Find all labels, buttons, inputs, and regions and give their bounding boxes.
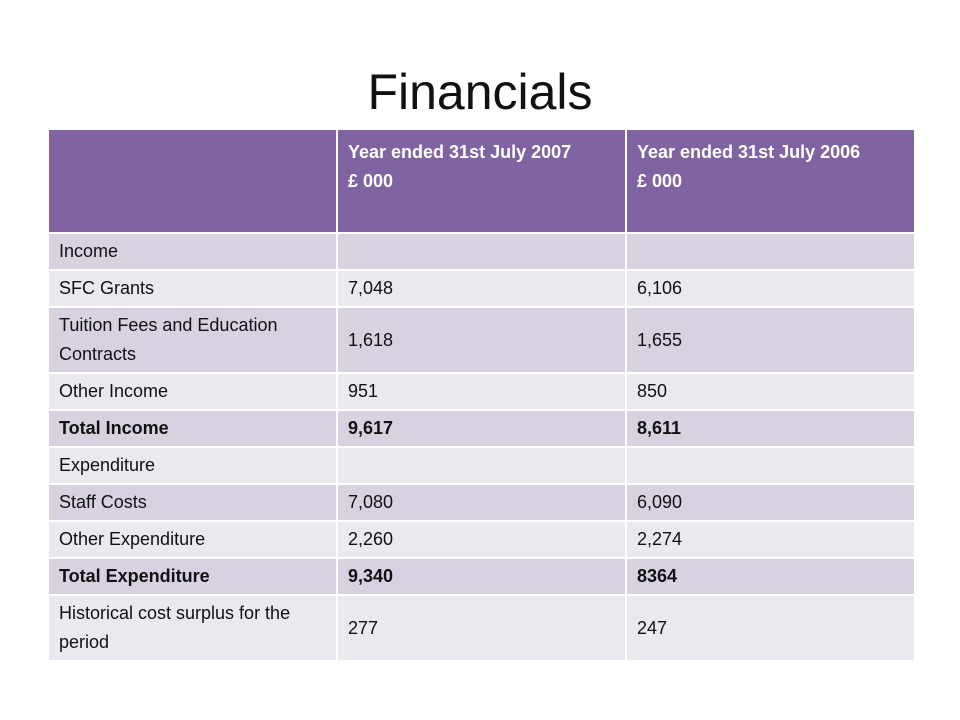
- value-2006-cell: 6,106: [625, 269, 916, 308]
- value-2007-cell: 951: [336, 372, 627, 411]
- value-2006-cell: 6,090: [625, 483, 916, 522]
- row-label-cell: SFC Grants: [47, 269, 338, 308]
- header-cell-2006: Year ended 31st July 2006 £ 000: [625, 128, 916, 234]
- value-2007-cell: 277: [336, 594, 627, 662]
- value-2007-cell: [336, 232, 627, 271]
- value-2006-cell: [625, 446, 916, 485]
- table-row: Other Expenditure 2,260 2,274: [47, 520, 916, 559]
- value-2007-cell: 2,260: [336, 520, 627, 559]
- table-row: Expenditure: [47, 446, 916, 485]
- row-label-cell: Other Expenditure: [47, 520, 338, 559]
- header-cell-2007: Year ended 31st July 2007 £ 000: [336, 128, 627, 234]
- value-2006-cell: 8,611: [625, 409, 916, 448]
- value-2007-cell: 9,617: [336, 409, 627, 448]
- financials-table: Year ended 31st July 2007 £ 000 Year end…: [47, 128, 916, 662]
- value-2006-cell: 247: [625, 594, 916, 662]
- table-row: Staff Costs 7,080 6,090: [47, 483, 916, 522]
- header-2006-line1: Year ended 31st July 2006: [637, 142, 861, 162]
- row-label-cell: Expenditure: [47, 446, 338, 485]
- table-row: Other Income 951 850: [47, 372, 916, 411]
- value-2007-cell: 1,618: [336, 306, 627, 374]
- header-2007-line2: £ 000: [348, 171, 394, 191]
- table-header-row: Year ended 31st July 2007 £ 000 Year end…: [47, 128, 916, 234]
- value-2006-cell: 1,655: [625, 306, 916, 374]
- row-label-cell: Total Income: [47, 409, 338, 448]
- page-title: Financials: [367, 64, 593, 120]
- value-2006-cell: 8364: [625, 557, 916, 596]
- row-label-cell: Total Expenditure: [47, 557, 338, 596]
- value-2007-cell: 7,048: [336, 269, 627, 308]
- row-label-cell: Staff Costs: [47, 483, 338, 522]
- value-2006-cell: [625, 232, 916, 271]
- value-2006-cell: 2,274: [625, 520, 916, 559]
- value-2007-cell: 9,340: [336, 557, 627, 596]
- table-row: Total Expenditure 9,340 8364: [47, 557, 916, 596]
- value-2007-cell: 7,080: [336, 483, 627, 522]
- row-label-cell: Income: [47, 232, 338, 271]
- header-2007-line1: Year ended 31st July 2007: [348, 142, 572, 162]
- row-label-cell: Tuition Fees and Education Contracts: [47, 306, 338, 374]
- table-row: Tuition Fees and Education Contracts 1,61…: [47, 306, 916, 374]
- row-label-cell: Other Income: [47, 372, 338, 411]
- value-2007-cell: [336, 446, 627, 485]
- header-cell-empty: [47, 128, 338, 234]
- header-2006-line2: £ 000: [637, 171, 683, 191]
- table-row: SFC Grants 7,048 6,106: [47, 269, 916, 308]
- table-row: Income: [47, 232, 916, 271]
- table-row: Historical cost surplus for the period 27…: [47, 594, 916, 662]
- table-row: Total Income 9,617 8,611: [47, 409, 916, 448]
- value-2006-cell: 850: [625, 372, 916, 411]
- row-label-cell: Historical cost surplus for the period: [47, 594, 338, 662]
